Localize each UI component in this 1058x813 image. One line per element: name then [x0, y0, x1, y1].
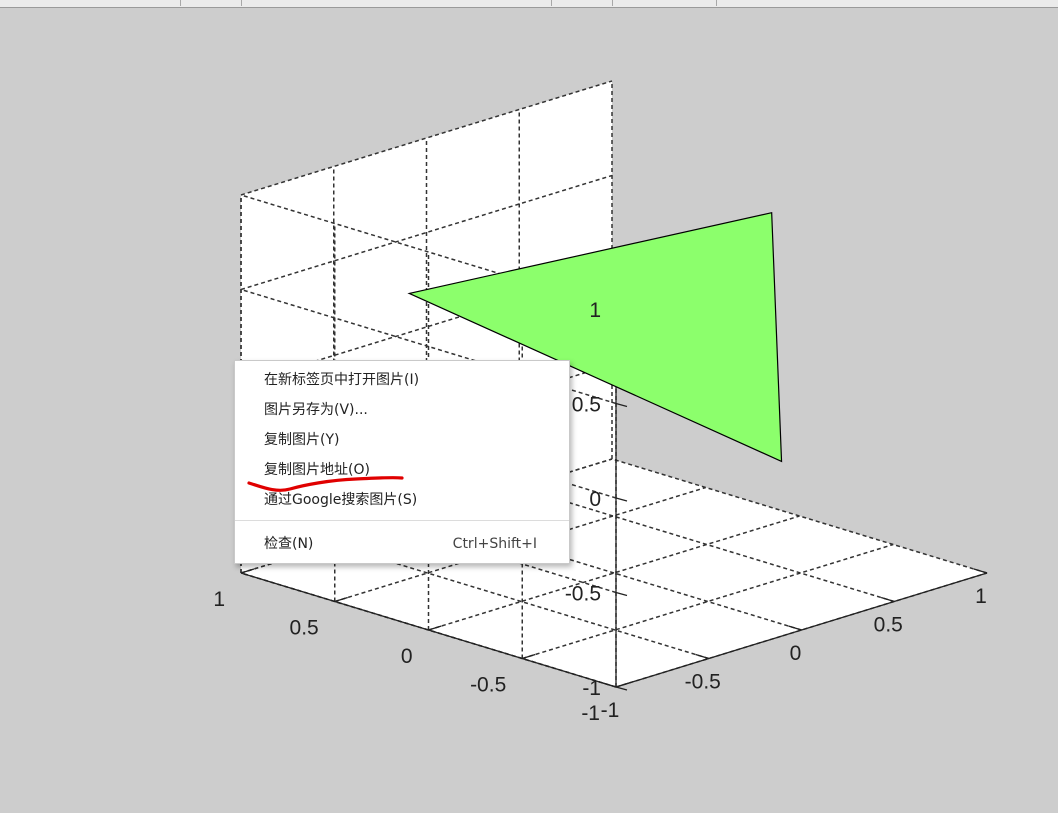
patch-triangle	[407, 211, 783, 463]
y-tick-label: 0.5	[290, 617, 319, 640]
y-tick-mark	[428, 625, 442, 631]
y-tick-mark	[240, 568, 255, 574]
menu-item-copy-image[interactable]: 复制图片(Y)	[235, 426, 569, 454]
x-tick-label: -0.5	[685, 671, 721, 694]
grid-line	[240, 477, 617, 594]
menu-item-label: 通过Google搜索图片(S)	[264, 492, 418, 508]
x-tick-mark	[602, 682, 617, 688]
menu-item-label: 在新标签页中打开图片(I)	[264, 372, 420, 388]
context-menu: 在新标签页中打开图片(I) 图片另存为(V)... 复制图片(Y) 复制图片地址…	[234, 360, 570, 564]
toolbar-separator	[716, 0, 717, 6]
toolbar-separator	[612, 0, 613, 6]
menu-item-search-image-google[interactable]: 通过Google搜索图片(S)	[235, 486, 569, 514]
menu-item-save-image-as[interactable]: 图片另存为(V)...	[235, 396, 569, 424]
window-top-strip	[0, 0, 1058, 8]
x-tick-label: 0	[790, 642, 802, 665]
menu-item-open-in-new-tab[interactable]: 在新标签页中打开图片(I)	[235, 366, 569, 394]
y-tick-label: -0.5	[470, 674, 506, 697]
toolbar-separator	[180, 0, 181, 6]
menu-item-label: 检查(N)	[264, 536, 314, 552]
y-tick-mark	[334, 596, 348, 603]
x-tick-mark	[880, 596, 895, 603]
x-tick-label: 0.5	[874, 614, 903, 637]
menu-item-label: 复制图片(Y)	[264, 432, 340, 448]
menu-item-copy-image-address[interactable]: 复制图片地址(O)	[235, 456, 569, 484]
toolbar-separator	[241, 0, 242, 6]
z-tick-label: 1	[589, 299, 601, 322]
x-tick-mark	[973, 568, 988, 574]
y-tick-label: -1	[581, 702, 600, 725]
menu-item-inspect[interactable]: 检查(N) Ctrl+Shift+I	[235, 530, 569, 558]
x-tick-mark	[695, 653, 709, 660]
menu-item-label: 图片另存为(V)...	[264, 402, 368, 418]
y-tick-label: 1	[213, 588, 225, 611]
z-tick-label: -0.5	[565, 583, 601, 606]
grid-line	[334, 486, 706, 603]
z-tick-mark	[615, 402, 628, 408]
toolbar-separator	[551, 0, 552, 6]
grid-line	[240, 174, 613, 291]
z-tick-label: 0.5	[572, 394, 601, 417]
x-tick-mark	[788, 625, 802, 631]
grid-line	[428, 515, 800, 631]
patch-layer	[407, 211, 783, 463]
grid-line	[611, 458, 988, 574]
menu-item-shortcut: Ctrl+Shift+I	[452, 536, 537, 552]
grid-line	[522, 543, 894, 660]
grid-line	[333, 543, 709, 660]
z-tick-mark	[615, 591, 628, 597]
x-tick-label: 1	[975, 585, 987, 608]
y-tick-mark	[615, 682, 630, 688]
z-tick-label: 0	[589, 488, 601, 511]
menu-item-label: 复制图片地址(O)	[264, 462, 370, 478]
y-tick-label: 0	[401, 645, 413, 668]
x-tick-label: -1	[601, 699, 620, 722]
grid-line	[240, 80, 613, 196]
z-tick-mark	[615, 686, 628, 691]
y-tick-mark	[522, 653, 536, 660]
grid-line	[519, 486, 895, 603]
tick-labels: -1 -0.5 0 0.5 1 -1 -0.5 0 0.5 1 -1 -0.5 0 0.5 1	[213, 299, 987, 725]
menu-separator	[235, 520, 569, 521]
grid-line	[426, 515, 802, 631]
z-tick-mark	[615, 497, 628, 502]
axes-ticks	[240, 308, 988, 691]
z-tick-label: -1	[582, 677, 601, 700]
